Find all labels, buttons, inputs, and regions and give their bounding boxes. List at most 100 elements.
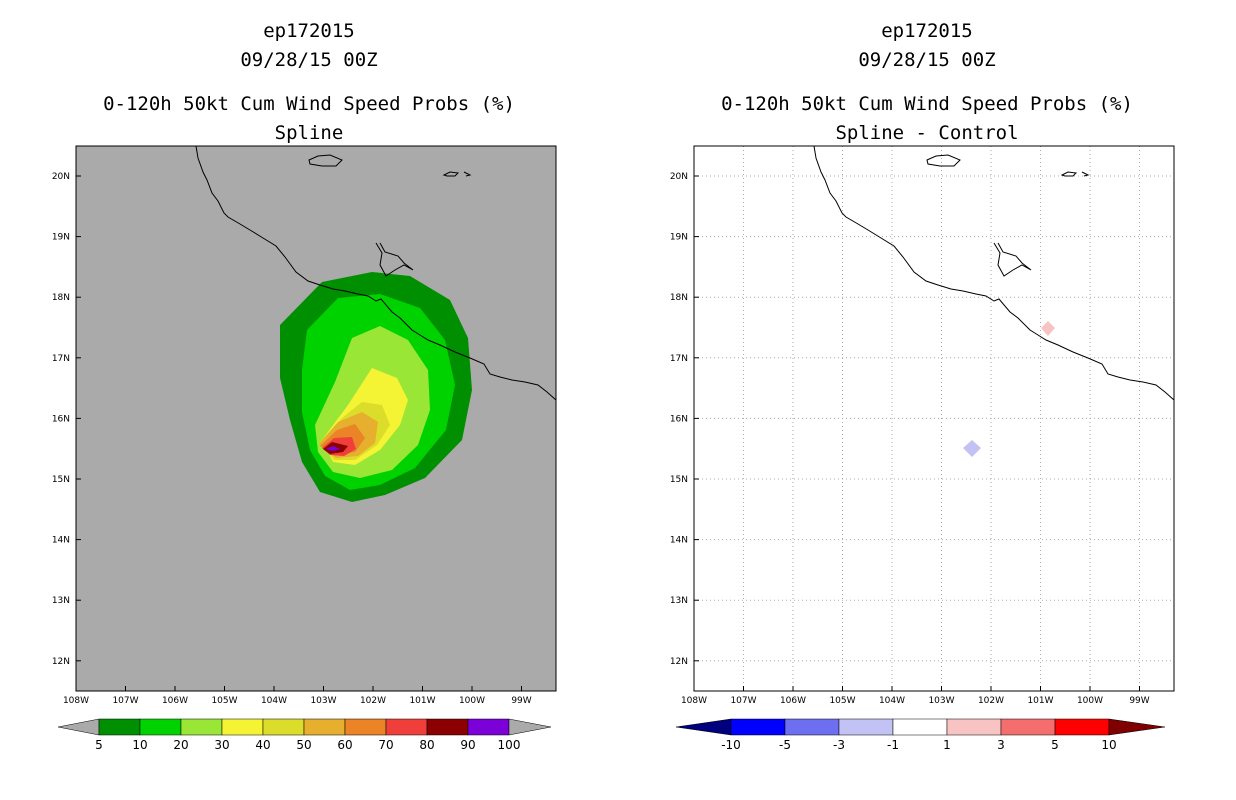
right-panel: ep172015 09/28/15 00Z 0-120h 50kt Cum Wi… <box>618 0 1236 800</box>
lon-label: 99W <box>1129 696 1149 706</box>
colorbar-label: 10 <box>1101 738 1116 752</box>
colorbar-swatch <box>946 718 1002 736</box>
colorbar-label: -3 <box>833 738 845 752</box>
colorbar-label: -1 <box>887 738 899 752</box>
lon-label: 108W <box>63 696 89 706</box>
colorbar-label: -10 <box>721 738 741 752</box>
lon-label: 106W <box>780 696 806 706</box>
left-coastline <box>195 145 557 401</box>
colorbar-label: 10 <box>132 738 147 752</box>
colorbar-swatch <box>467 718 510 736</box>
left-colorbar: 5 10 20 30 40 50 60 70 80 90 100 <box>57 718 552 752</box>
lat-label: 15N <box>670 475 688 485</box>
lon-label: 101W <box>409 696 435 706</box>
right-date: 09/28/15 00Z <box>858 49 996 71</box>
colorbar-swatch <box>98 718 141 736</box>
lat-label: 16N <box>670 414 688 424</box>
island-path-2 <box>442 171 472 177</box>
lon-label: 107W <box>112 696 138 706</box>
lat-label: 18N <box>52 293 70 303</box>
left-product-title: 0-120h 50kt Cum Wind Speed Probs (%) <box>103 93 515 115</box>
colorbar-swatch <box>344 718 387 736</box>
colorbar-swatch <box>1054 718 1110 736</box>
coastline-path <box>195 145 557 401</box>
lon-label: 102W <box>360 696 386 706</box>
colorbar-low-extend <box>675 718 732 736</box>
right-subtitle: Spline - Control <box>835 122 1019 144</box>
colorbar-label: 70 <box>378 738 393 752</box>
island-path <box>308 154 343 167</box>
colorbar-label: 3 <box>997 738 1005 752</box>
lon-label: 102W <box>978 696 1004 706</box>
left-map: 20N 19N 18N 17N 16N 15N 14N 13N 12N 108W 107W 106W 1… <box>52 145 557 752</box>
colorbar-swatch <box>139 718 182 736</box>
lat-label: 18N <box>670 293 688 303</box>
right-product-title: 0-120h 50kt Cum Wind Speed Probs (%) <box>721 93 1133 115</box>
colorbar-label: 5 <box>1051 738 1059 752</box>
lon-label: 99W <box>511 696 531 706</box>
left-storm-id: ep172015 <box>263 20 355 42</box>
right-map: 20N 19N 18N 17N 16N 15N 14N 13N 12N 108W 107W 106W 1… <box>670 145 1175 752</box>
contour-90 <box>326 446 340 451</box>
right-storm-id: ep172015 <box>881 20 973 42</box>
bay-path <box>993 242 1032 277</box>
colorbar-label: 40 <box>255 738 270 752</box>
lat-label: 19N <box>52 233 70 243</box>
colorbar-swatch <box>262 718 305 736</box>
lon-label: 103W <box>310 696 336 706</box>
lat-label: 20N <box>52 172 70 182</box>
colorbar-label: 50 <box>296 738 311 752</box>
lon-label: 104W <box>261 696 287 706</box>
island-path <box>926 154 961 167</box>
lat-label: 17N <box>670 354 688 364</box>
left-panel: ep172015 09/28/15 00Z 0-120h 50kt Cum Wi… <box>52 20 557 752</box>
lat-label: 14N <box>670 536 688 546</box>
lat-label: 13N <box>670 596 688 606</box>
colorbar-swatch <box>303 718 346 736</box>
lat-label: 12N <box>670 657 688 667</box>
colorbar-swatch <box>784 718 840 736</box>
colorbar-label: 5 <box>95 738 103 752</box>
island-path-2 <box>1060 171 1090 177</box>
right-coastline <box>813 145 1175 401</box>
colorbar-high-extend <box>1108 718 1166 736</box>
colorbar-label: 90 <box>460 738 475 752</box>
lon-label: 100W <box>459 696 485 706</box>
colorbar-label: -5 <box>779 738 791 752</box>
right-difference-field <box>963 321 1055 457</box>
lon-label: 107W <box>730 696 756 706</box>
colorbar-label: 60 <box>337 738 352 752</box>
colorbar-label: 20 <box>173 738 188 752</box>
colorbar-label: 100 <box>498 738 521 752</box>
colorbar-label: 30 <box>214 738 229 752</box>
lat-label: 15N <box>52 475 70 485</box>
lon-label: 108W <box>681 696 707 706</box>
positive-difference-marker <box>1041 321 1055 336</box>
left-date: 09/28/15 00Z <box>240 49 378 71</box>
coastline-path <box>813 145 1175 401</box>
colorbar-swatch <box>892 718 948 736</box>
right-colorbar: -10 -5 -3 -1 1 3 5 10 <box>675 718 1166 752</box>
right-axes: 20N 19N 18N 17N 16N 15N 14N 13N 12N 108W 107W 106W 1… <box>670 172 1150 706</box>
negative-difference-marker <box>963 440 981 457</box>
colorbar-swatch <box>426 718 469 736</box>
colorbar-swatch <box>838 718 894 736</box>
colorbar-swatch <box>180 718 223 736</box>
lon-label: 101W <box>1027 696 1053 706</box>
lat-label: 13N <box>52 596 70 606</box>
left-probability-field <box>280 272 472 502</box>
colorbar-label: 1 <box>943 738 951 752</box>
lon-label: 105W <box>829 696 855 706</box>
lat-label: 14N <box>52 536 70 546</box>
lon-label: 103W <box>928 696 954 706</box>
lat-label: 19N <box>670 233 688 243</box>
lon-label: 105W <box>211 696 237 706</box>
colorbar-swatch <box>730 718 786 736</box>
colorbar-swatch <box>1000 718 1056 736</box>
lon-label: 104W <box>879 696 905 706</box>
left-subtitle: Spline <box>274 122 344 144</box>
colorbar-swatch <box>385 718 428 736</box>
colorbar-low-extend <box>57 718 100 736</box>
colorbar-swatch <box>221 718 264 736</box>
right-gridlines <box>694 146 1174 691</box>
